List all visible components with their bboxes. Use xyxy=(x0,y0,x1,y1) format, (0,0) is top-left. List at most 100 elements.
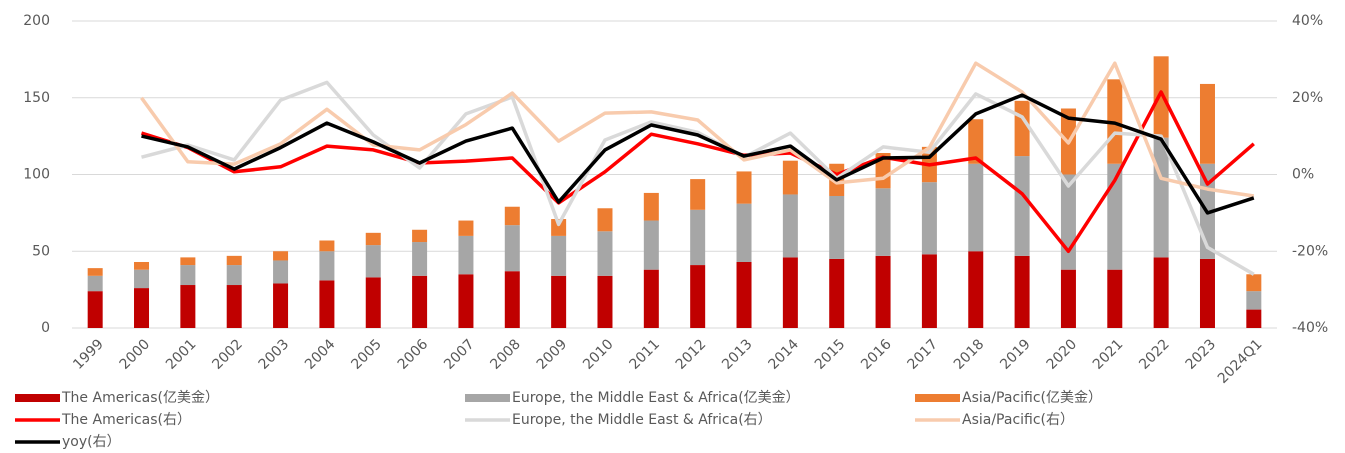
bar-segment xyxy=(504,206,520,226)
bar-segment xyxy=(365,277,381,328)
bar-segment xyxy=(968,119,984,164)
bar-segment xyxy=(1199,258,1215,328)
bar-segment xyxy=(319,280,335,328)
bar-segment xyxy=(504,271,520,328)
y-tick-label: 50 xyxy=(32,243,50,259)
bar-segment xyxy=(180,285,196,328)
bar-segment xyxy=(273,260,289,284)
legend-label: Europe, the Middle East & Africa(右） xyxy=(512,412,772,428)
bar-segment xyxy=(782,194,798,258)
bar-segment xyxy=(458,220,474,236)
x-tick-label: 2003 xyxy=(256,336,293,373)
bar-segment xyxy=(180,257,196,266)
x-tick-label: 2007 xyxy=(441,336,478,373)
bar-segment xyxy=(1014,255,1030,328)
line-series xyxy=(141,93,1255,215)
y-tick-label: 0 xyxy=(41,320,50,336)
bar-segment xyxy=(968,251,984,328)
y2-tick-label: -20% xyxy=(1292,243,1328,259)
x-tick-label: 2018 xyxy=(951,336,988,373)
line-series xyxy=(140,90,1255,254)
legend-label: yoy(右） xyxy=(62,434,121,450)
bar-segment xyxy=(1060,269,1076,328)
bar-segment xyxy=(365,245,381,278)
x-tick-label: 2017 xyxy=(905,336,942,373)
bar-segment xyxy=(736,203,752,262)
y-tick-label: 100 xyxy=(23,167,50,183)
bar-segment xyxy=(643,269,659,328)
x-tick-label: 2022 xyxy=(1136,336,1173,373)
bar-segment xyxy=(690,265,706,328)
bar-segment xyxy=(458,274,474,328)
x-tick-label: 2012 xyxy=(673,336,710,373)
bar-segment xyxy=(597,275,613,328)
bar-segment xyxy=(782,160,798,195)
bar-segment xyxy=(782,257,798,328)
bar-segment xyxy=(1246,309,1262,328)
line-series xyxy=(140,61,1255,198)
y2-tick-label: 40% xyxy=(1292,13,1323,29)
bar-segment xyxy=(273,283,289,328)
x-tick-label: 2005 xyxy=(348,336,385,373)
legend-swatch xyxy=(465,394,510,402)
bar-segment xyxy=(1107,163,1123,270)
x-tick-label: 2024Q1 xyxy=(1215,336,1266,387)
bar-segment xyxy=(226,255,242,266)
bar-segment xyxy=(1246,274,1262,292)
y2-tick-label: -40% xyxy=(1292,320,1328,336)
x-tick-label: 2020 xyxy=(1044,336,1081,373)
legend-label: The Americas(右） xyxy=(61,412,191,428)
bar-segment xyxy=(412,275,428,328)
bar-segment xyxy=(875,255,891,328)
x-tick-label: 2006 xyxy=(395,336,432,373)
x-tick-label: 2021 xyxy=(1090,336,1127,373)
bar-segment xyxy=(643,192,659,221)
x-tick-label: 2001 xyxy=(163,336,200,373)
bar-segment xyxy=(1199,83,1215,164)
bar-segment xyxy=(226,265,242,286)
x-tick-label: 2016 xyxy=(858,336,895,373)
bar-segment xyxy=(134,269,150,289)
y-tick-label: 200 xyxy=(23,13,50,29)
bar-segment xyxy=(551,219,567,236)
x-tick-label: 2002 xyxy=(209,336,246,373)
bar-segment xyxy=(87,268,103,276)
bar-segment xyxy=(319,240,335,252)
bar-segment xyxy=(412,242,428,276)
bar-segment xyxy=(597,208,613,232)
bar-segment xyxy=(134,261,150,270)
y2-tick-label: 0% xyxy=(1292,167,1314,183)
bar-segment xyxy=(1014,100,1030,157)
bar-segment xyxy=(87,275,103,292)
legend-label: Asia/Pacific(亿美金） xyxy=(962,390,1102,406)
x-tick-label: 2014 xyxy=(766,336,803,373)
x-tick-label: 1999 xyxy=(70,336,107,373)
bar-segment xyxy=(875,188,891,256)
bar-segment xyxy=(458,235,474,275)
x-tick-label: 2011 xyxy=(626,336,663,373)
bar-segment xyxy=(87,291,103,328)
x-tick-label: 2013 xyxy=(719,336,756,373)
bar-segment xyxy=(1153,137,1169,258)
bar-segment xyxy=(690,179,706,210)
bar-segment xyxy=(134,288,150,328)
x-tick-label: 2019 xyxy=(997,336,1034,373)
bar-segment xyxy=(829,195,845,259)
x-tick-label: 2009 xyxy=(534,336,571,373)
bar-segment xyxy=(829,258,845,328)
bar-segment xyxy=(365,232,381,246)
bar-segment xyxy=(968,163,984,252)
legend-swatch xyxy=(915,394,960,402)
legend-label: Asia/Pacific(右） xyxy=(962,412,1074,428)
x-tick-label: 2015 xyxy=(812,336,849,373)
legend-label: Europe, the Middle East & Africa(亿美金） xyxy=(512,390,800,406)
bar-segment xyxy=(180,265,196,286)
bar-segment xyxy=(412,229,428,243)
legend-swatch xyxy=(15,394,60,402)
bar-segment xyxy=(1153,257,1169,328)
legend-label: The Americas(亿美金） xyxy=(61,390,219,406)
bar-segment xyxy=(1060,174,1076,270)
bar-segment xyxy=(690,209,706,266)
bar-segment xyxy=(643,220,659,270)
